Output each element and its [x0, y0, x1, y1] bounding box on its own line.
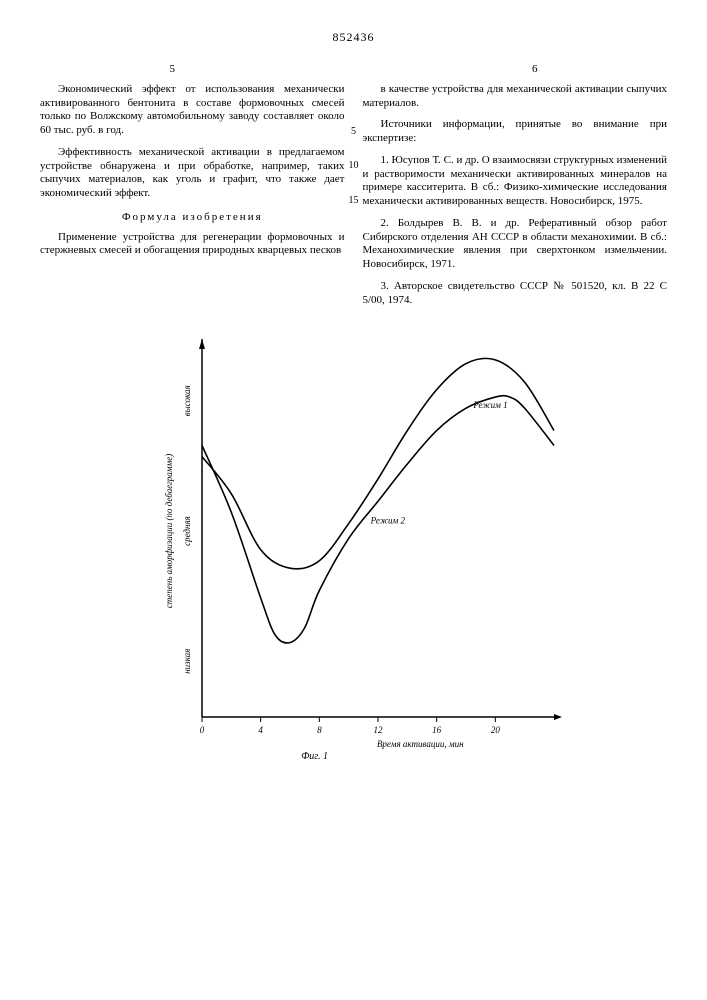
- left-para-2: Эффективность механической активации в п…: [40, 146, 345, 201]
- y-tick-label: средняя: [182, 516, 192, 546]
- right-para-1: в качестве устройства для механической а…: [363, 83, 668, 111]
- formula-heading: Формула изобретения: [40, 211, 345, 225]
- x-tick-label: 4: [258, 725, 263, 735]
- line-number: 15: [347, 195, 361, 208]
- series-1-curve: [202, 359, 554, 570]
- x-tick-label: 8: [317, 725, 322, 735]
- y-axis-arrow: [199, 339, 205, 349]
- series-1-label: Режим 1: [472, 400, 507, 410]
- line-number: 10: [347, 160, 361, 173]
- x-axis-arrow: [554, 714, 562, 720]
- figure-caption: Фиг. 1: [301, 751, 328, 762]
- right-para-2: Источники информации, принятые во вниман…: [363, 118, 668, 146]
- reference-1: 1. Юсупов Т. С. и др. О взаимосвязи стру…: [363, 154, 668, 209]
- col-num-right: 6: [363, 63, 668, 77]
- reference-3: 3. Авторское свидетельство СССР № 501520…: [363, 280, 668, 308]
- series-2-label: Режим 2: [369, 516, 405, 526]
- x-tick-label: 12: [373, 725, 383, 735]
- left-para-1: Экономический эффект от использования ме…: [40, 83, 345, 138]
- y-axis-label: степень аморфизации (по дебаеграмме): [164, 454, 174, 609]
- text-columns: 5 Экономический эффект от использования …: [40, 63, 667, 315]
- patent-number: 852436: [40, 30, 667, 45]
- left-para-3: Применение устройства для регенерации фо…: [40, 231, 345, 259]
- x-tick-label: 16: [432, 725, 442, 735]
- col-num-left: 5: [40, 63, 345, 77]
- y-tick-label: высокая: [182, 386, 192, 417]
- figure-1-chart: 0 4 8 12 16 20 низкая средняя высокая степень амо…: [144, 335, 564, 765]
- x-axis-label: Время активации, мин: [376, 739, 463, 749]
- line-number: 5: [347, 126, 361, 139]
- reference-2: 2. Болдырев В. В. и др. Реферативный обз…: [363, 217, 668, 272]
- right-column: 6 в качестве устройства для механической…: [363, 63, 668, 315]
- left-column: 5 Экономический эффект от использования …: [40, 63, 345, 315]
- x-tick-label: 20: [490, 725, 500, 735]
- x-tick-label: 0: [199, 725, 204, 735]
- y-tick-label: низкая: [182, 649, 192, 674]
